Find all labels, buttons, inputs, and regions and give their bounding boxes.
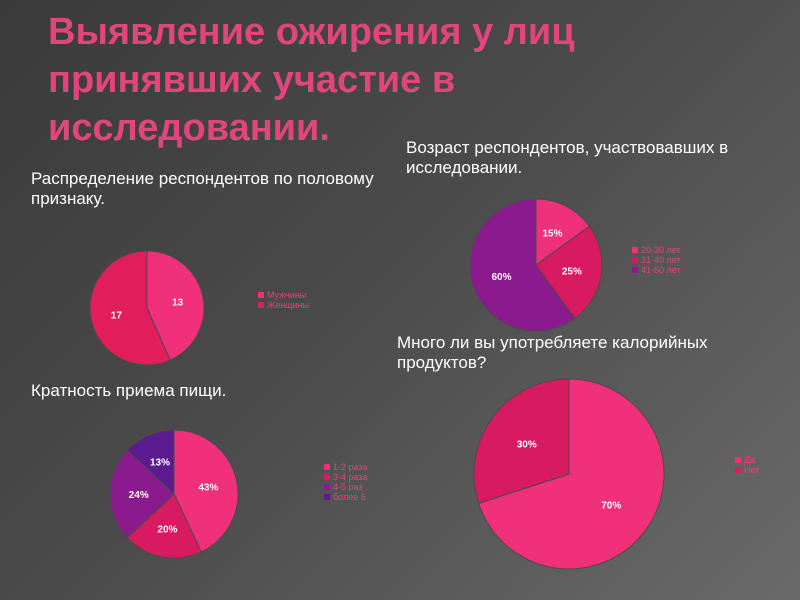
legend-swatch-age-0: [632, 247, 638, 253]
legend-label-calorie-0: Да: [744, 455, 755, 465]
slide-title: Выявление ожирения у лиц принявших участ…: [48, 11, 575, 149]
chart-title-meals: Кратность приема пищи.: [31, 381, 227, 400]
legend-swatch-age-2: [632, 267, 638, 273]
legend-swatch-gender-0: [258, 292, 264, 298]
pie-slice-calorie-1: [473, 378, 570, 504]
slice-label-calorie-1: 30%: [517, 439, 537, 450]
pie-slice-calorie-0: [478, 378, 665, 570]
legend-label-age-2: 41-60 лет: [641, 265, 681, 275]
chart-title-gender: Распределение респондентов по половому п…: [31, 169, 374, 208]
pie-slice-meals-2: [109, 449, 175, 539]
pie-slice-meals-1: [126, 493, 202, 559]
pie-slice-age-0: [535, 198, 591, 266]
legend-label-age-1: 31-40 лет: [641, 255, 681, 265]
legend-label-meals-0: 1-2 раза: [333, 462, 368, 472]
pie-slice-meals-0: [173, 429, 239, 553]
slice-label-meals-2: 24%: [129, 490, 149, 501]
pie-slice-meals-3: [126, 429, 175, 496]
legend-label-meals-1: 3-4 раза: [333, 472, 368, 482]
slice-label-meals-3: 13%: [150, 458, 170, 469]
slice-label-calorie-0: 70%: [601, 501, 621, 512]
legend-swatch-calorie-0: [735, 457, 741, 463]
legend-label-age-0: 20-30 лет: [641, 245, 681, 255]
slice-label-age-0: 15%: [542, 229, 562, 240]
legend-swatch-meals-2: [324, 484, 330, 490]
pie-slice-age-2: [469, 198, 576, 332]
legend-label-meals-2: 4-5 раз: [333, 482, 363, 492]
pie-slice-gender-1: [89, 250, 171, 366]
legend-label-meals-3: более 6: [333, 492, 366, 502]
slice-label-gender-0: 13: [172, 297, 184, 308]
slice-label-age-2: 60%: [491, 272, 511, 283]
chart-title-calorie: Много ли вы употребляете калорийных прод…: [397, 333, 708, 372]
legend-swatch-calorie-1: [735, 467, 741, 473]
slice-label-gender-1: 17: [111, 311, 123, 322]
slice-label-meals-0: 43%: [198, 482, 218, 493]
chart-title-age: Возраст респондентов, участвовавших в ис…: [406, 138, 729, 177]
legend-label-calorie-1: Нет: [744, 465, 759, 475]
slice-label-meals-1: 20%: [157, 525, 177, 536]
pie-slice-age-1: [535, 225, 603, 320]
legend-swatch-meals-3: [324, 494, 330, 500]
legend-label-gender-1: Женщины: [267, 300, 309, 310]
legend-swatch-age-1: [632, 257, 638, 263]
legend-label-gender-0: Мужчины: [267, 290, 306, 300]
legend-swatch-meals-1: [324, 474, 330, 480]
legend-swatch-meals-0: [324, 464, 330, 470]
pie-slice-gender-0: [146, 250, 205, 361]
legend-swatch-gender-1: [258, 302, 264, 308]
slice-label-age-1: 25%: [562, 267, 582, 278]
